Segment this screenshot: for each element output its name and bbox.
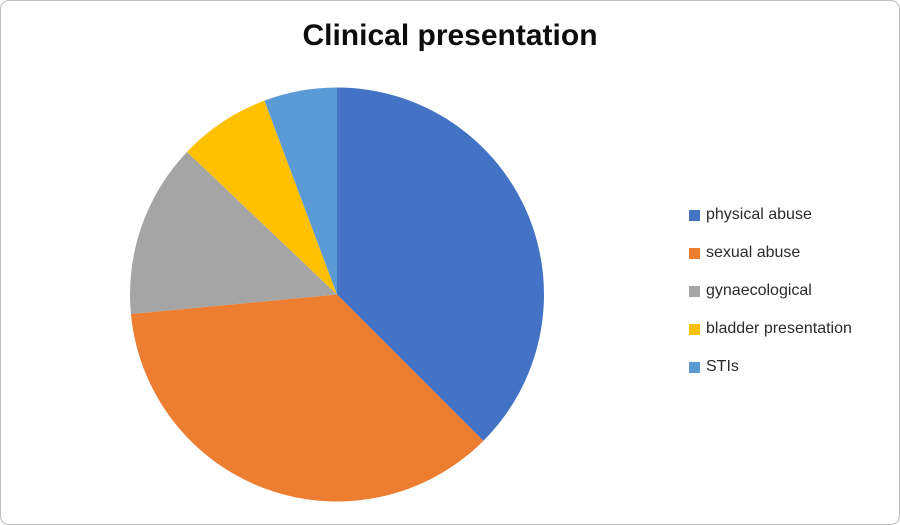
legend: physical abuse sexual abuse gynaecologic… bbox=[689, 204, 852, 378]
legend-item-bladder-presentation: bladder presentation bbox=[689, 318, 852, 340]
legend-label: gynaecological bbox=[706, 282, 812, 299]
chart-title: Clinical presentation bbox=[302, 19, 598, 52]
legend-item-sexual-abuse: sexual abuse bbox=[689, 242, 852, 264]
pie-slice-physical-abuse bbox=[337, 87, 544, 441]
pie-slice-stis bbox=[264, 87, 337, 295]
legend-label: sexual abuse bbox=[706, 244, 801, 261]
pie-slice-bladder-presentation bbox=[187, 100, 337, 295]
legend-item-stis: STIs bbox=[689, 356, 852, 378]
legend-label: bladder presentation bbox=[706, 320, 852, 337]
legend-swatch-icon bbox=[689, 285, 700, 297]
legend-swatch-icon bbox=[689, 209, 700, 221]
legend-item-gynaecological: gynaecological bbox=[689, 280, 852, 302]
pie-slice-gynaecological bbox=[130, 151, 337, 314]
legend-item-physical-abuse: physical abuse bbox=[689, 204, 852, 226]
legend-label: STIs bbox=[706, 358, 739, 375]
legend-swatch-icon bbox=[689, 323, 700, 335]
pie-slice-sexual-abuse bbox=[130, 294, 484, 502]
legend-swatch-icon bbox=[689, 361, 700, 373]
legend-swatch-icon bbox=[689, 247, 700, 259]
legend-label: physical abuse bbox=[706, 206, 812, 223]
